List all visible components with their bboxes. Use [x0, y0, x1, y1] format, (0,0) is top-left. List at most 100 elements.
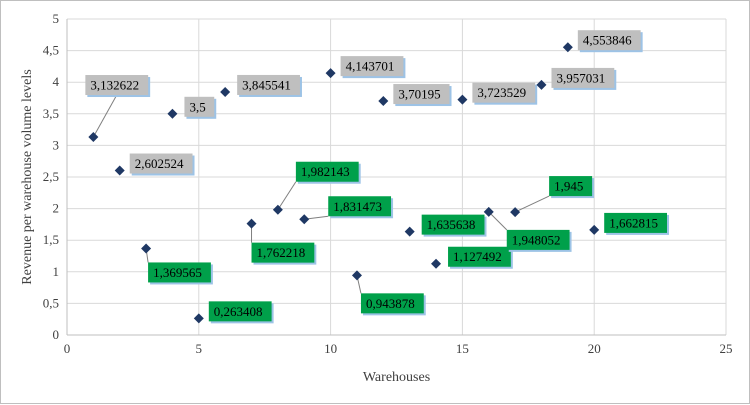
y-tick-label: 4	[53, 74, 60, 89]
data-label-text: 0,943878	[366, 296, 415, 311]
y-tick-label: 0	[53, 327, 60, 342]
y-tick-label: 3,5	[43, 106, 59, 121]
x-axis-title: Warehouses	[363, 370, 430, 385]
y-axis-title: Revenue per warehouse volume levels	[20, 69, 35, 284]
data-point	[589, 224, 600, 235]
data-point	[431, 258, 442, 269]
data-label-text: 0,263408	[214, 304, 263, 319]
data-label: 0,263408	[208, 301, 274, 324]
x-tick-label: 0	[64, 341, 71, 356]
data-label: 1,369565	[148, 262, 213, 285]
data-point	[325, 68, 336, 79]
data-label-box	[360, 293, 424, 314]
data-label-text: 1,831473	[333, 199, 382, 214]
data-label-box	[506, 229, 570, 250]
data-label: 1,127492	[448, 246, 513, 269]
data-label: 3,845541	[237, 74, 302, 97]
x-tick-label: 25	[720, 341, 733, 356]
data-point	[167, 108, 178, 119]
data-point	[536, 79, 547, 90]
data-label: 2,602524	[129, 153, 195, 176]
data-label: 1,948052	[506, 229, 572, 252]
data-label-box	[549, 176, 593, 197]
data-label-box	[237, 74, 300, 95]
data-point	[246, 218, 257, 229]
data-label-text: 1,982143	[301, 164, 350, 179]
data-label: 1,982143	[295, 161, 361, 184]
data-label-text: 3,723529	[477, 85, 526, 100]
data-point	[88, 132, 99, 143]
data-point	[299, 214, 310, 225]
data-label-box	[340, 56, 404, 77]
data-label: 1,831473	[328, 196, 394, 219]
data-point	[510, 207, 521, 218]
x-tick-label: 5	[196, 341, 203, 356]
data-label: 3,723529	[472, 82, 538, 105]
x-tick-label: 20	[588, 341, 601, 356]
data-label-text: 4,553846	[583, 33, 632, 48]
axes: 0 0,5 1 1,5 2 2,5 3 3,5 4 4,5 5 0 5 10 15 20 25	[43, 11, 733, 356]
data-label-text: 3,5	[189, 99, 205, 114]
leader-line	[277, 181, 297, 210]
data-label-box	[604, 212, 667, 233]
data-label: 3,132622	[85, 75, 151, 98]
data-point	[457, 94, 468, 105]
data-label: 4,553846	[577, 30, 643, 53]
data-label-text: 1,948052	[512, 232, 561, 247]
data-label-box	[551, 67, 615, 88]
data-point	[378, 96, 389, 107]
data-point	[272, 204, 283, 215]
data-label-text: 3,957031	[556, 70, 605, 85]
data-point	[483, 206, 494, 217]
data-point	[114, 165, 125, 176]
data-label-box	[448, 246, 511, 267]
data-label-box	[472, 82, 536, 103]
x-tick-label: 10	[324, 341, 337, 356]
data-label-text: 4,143701	[346, 59, 395, 74]
data-label-text: 1,662815	[609, 215, 658, 230]
leader-line	[92, 94, 118, 138]
data-point	[351, 270, 362, 281]
data-label-box	[251, 242, 315, 263]
leader-line	[514, 195, 550, 213]
y-tick-label: 2,5	[43, 169, 59, 184]
data-label-box	[184, 96, 215, 117]
data-label-box	[148, 262, 211, 283]
data-label-box	[577, 30, 641, 51]
data-label-text: 1,127492	[453, 249, 502, 264]
data-label-text: 3,132622	[90, 78, 139, 93]
data-label-box	[85, 75, 149, 96]
data-point	[141, 243, 152, 254]
data-label-box	[421, 214, 485, 235]
data-label: 3,70195	[393, 84, 452, 107]
data-label-text: 2,602524	[135, 156, 184, 171]
y-tick-label: 2	[53, 201, 60, 216]
data-point	[562, 42, 573, 53]
data-label: 3,957031	[551, 67, 617, 90]
data-label-box	[328, 196, 392, 217]
data-label-text: 1,945	[554, 179, 583, 194]
data-label-text: 3,70195	[398, 87, 440, 102]
data-label-box	[295, 161, 359, 182]
data-label: 0,943878	[360, 293, 426, 316]
data-label: 4,143701	[340, 56, 406, 79]
data-label-text: 3,845541	[242, 77, 291, 92]
data-label-text: 1,762218	[257, 245, 306, 260]
data-label-box	[208, 301, 272, 322]
data-label: 1,662815	[604, 212, 669, 235]
data-label: 1,762218	[251, 242, 317, 265]
y-tick-label: 5	[53, 11, 60, 26]
data-points	[88, 42, 600, 324]
y-tick-label: 1,5	[43, 232, 59, 247]
leader-line	[488, 211, 508, 231]
data-point	[220, 86, 231, 97]
data-label: 3,5	[184, 96, 217, 119]
y-tick-label: 0,5	[43, 295, 59, 310]
data-point	[193, 313, 204, 324]
data-label: 1,945	[549, 176, 595, 199]
data-label-text: 1,635638	[427, 217, 476, 232]
data-label-text: 1,369565	[153, 265, 202, 280]
y-tick-label: 3	[53, 137, 60, 152]
